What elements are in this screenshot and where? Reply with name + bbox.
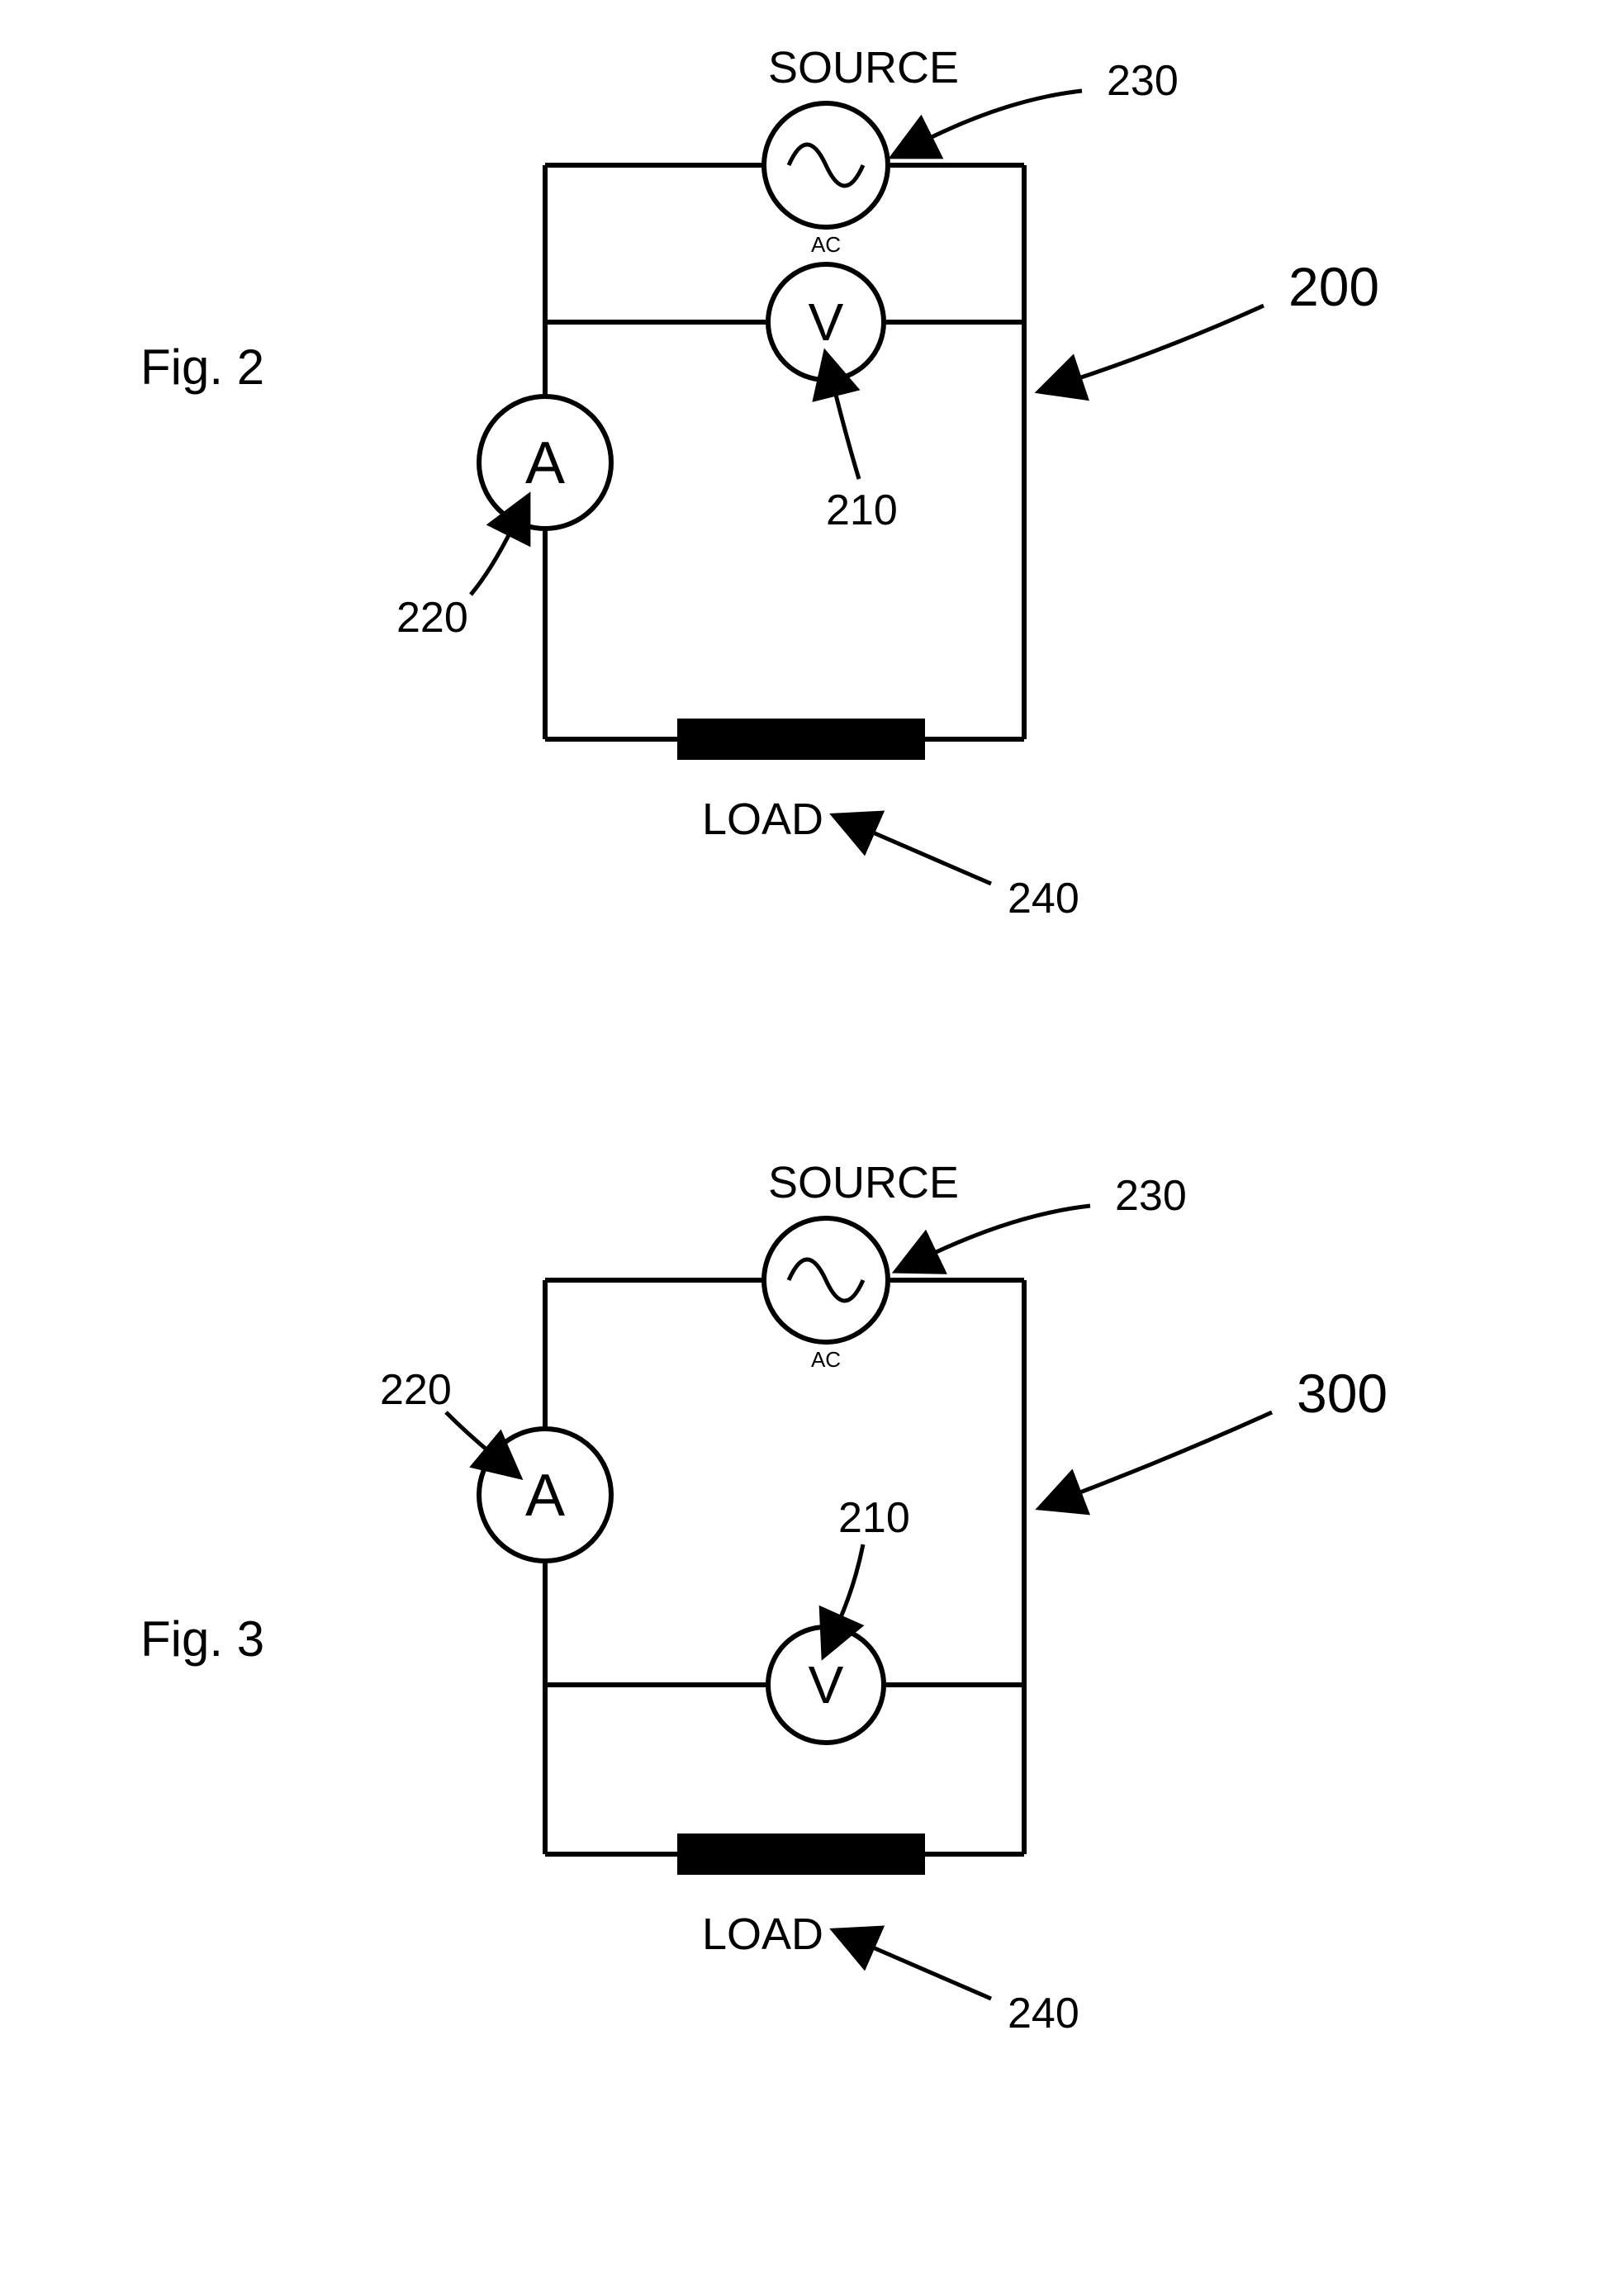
ac-label: AC	[811, 1347, 841, 1372]
figure-3-svg: AC V A	[33, 1148, 1613, 2098]
load-label: LOAD	[702, 795, 823, 844]
ac-source-symbol: AC	[764, 103, 888, 257]
ref-220: 220	[380, 1366, 452, 1414]
arrow-230	[929, 1206, 1090, 1255]
figure-2-block: AC V A	[33, 33, 1613, 983]
figure-3-block: AC V A	[33, 1148, 1613, 2098]
figure-3-label: Fig. 3	[140, 1611, 264, 1667]
ref-240: 240	[1008, 875, 1079, 923]
arrow-230	[925, 91, 1082, 140]
source-label: SOURCE	[768, 43, 959, 93]
load-symbol	[677, 719, 925, 760]
ref-300: 300	[1297, 1363, 1388, 1424]
page: AC V A	[33, 33, 1613, 2098]
ref-210: 210	[826, 486, 898, 534]
ammeter-letter: A	[525, 430, 565, 496]
ref-210: 210	[838, 1494, 910, 1542]
arrow-220	[471, 529, 512, 595]
ammeter-letter: A	[525, 1463, 565, 1529]
circuit-loop	[545, 165, 1024, 739]
ref-230: 230	[1107, 57, 1179, 105]
ref-200: 200	[1288, 256, 1379, 317]
ammeter-symbol: A	[479, 1429, 611, 1561]
ref-220: 220	[396, 594, 468, 642]
arrow-240	[867, 1945, 991, 1999]
arrow-240	[867, 830, 991, 884]
arrow-300	[1074, 1412, 1272, 1495]
voltmeter-symbol: V	[768, 264, 884, 380]
arrow-220	[446, 1412, 491, 1454]
ref-230: 230	[1115, 1172, 1187, 1220]
arrow-210	[838, 1544, 863, 1623]
circuit-loop	[545, 1280, 1024, 1854]
ac-source-symbol: AC	[764, 1218, 888, 1372]
arrow-210	[834, 388, 859, 479]
arrow-200	[1074, 306, 1264, 380]
ammeter-symbol: A	[479, 396, 611, 529]
load-symbol	[677, 1833, 925, 1875]
voltmeter-letter: V	[809, 292, 844, 352]
ac-label: AC	[811, 232, 841, 257]
voltmeter-symbol: V	[768, 1627, 884, 1743]
voltmeter-letter: V	[809, 1655, 844, 1715]
figure-2-label: Fig. 2	[140, 339, 264, 396]
ref-240: 240	[1008, 1990, 1079, 2037]
figure-2-svg: AC V A	[33, 33, 1613, 983]
source-label: SOURCE	[768, 1158, 959, 1207]
load-label: LOAD	[702, 1909, 823, 1959]
